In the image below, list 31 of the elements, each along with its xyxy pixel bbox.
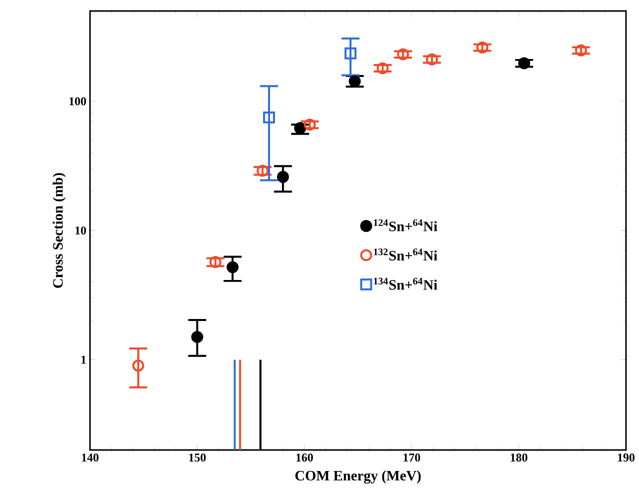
x-tick-label: 170: [404, 454, 420, 462]
point: [294, 122, 306, 134]
x-tick-label: 160: [296, 454, 313, 462]
point: [276, 170, 289, 183]
point: [575, 44, 587, 56]
x-tick-label: 150: [189, 454, 206, 462]
legend-label: $^{134}$Sn+$^{64}$Ni: [374, 278, 438, 290]
y-tick-label: 100: [70, 97, 86, 106]
point: [304, 118, 316, 131]
point: [226, 261, 239, 274]
point: [518, 57, 530, 70]
point: [344, 47, 356, 60]
point: [132, 360, 144, 372]
point: [191, 330, 204, 343]
point: [256, 164, 269, 177]
legend-label: $^{132}$Sn+$^{64}$Ni: [374, 248, 438, 260]
point: [376, 62, 389, 74]
point: [348, 75, 361, 88]
x-axis-title: COM Energy (MeV): [295, 470, 421, 484]
point: [397, 48, 410, 60]
x-tick-label: 190: [618, 454, 635, 462]
legend-label: $^{124}$Sn+$^{64}$Ni: [374, 219, 438, 232]
y-tick-label: 10: [75, 226, 86, 235]
y-tick-label: 1: [81, 356, 86, 364]
x-tick-label: 140: [82, 454, 99, 462]
point: [426, 53, 438, 66]
point: [263, 111, 276, 124]
point: [476, 41, 488, 54]
point: [209, 256, 222, 268]
y-axis-title: Cross Section (mb): [52, 173, 66, 288]
x-tick-label: 180: [510, 454, 528, 462]
